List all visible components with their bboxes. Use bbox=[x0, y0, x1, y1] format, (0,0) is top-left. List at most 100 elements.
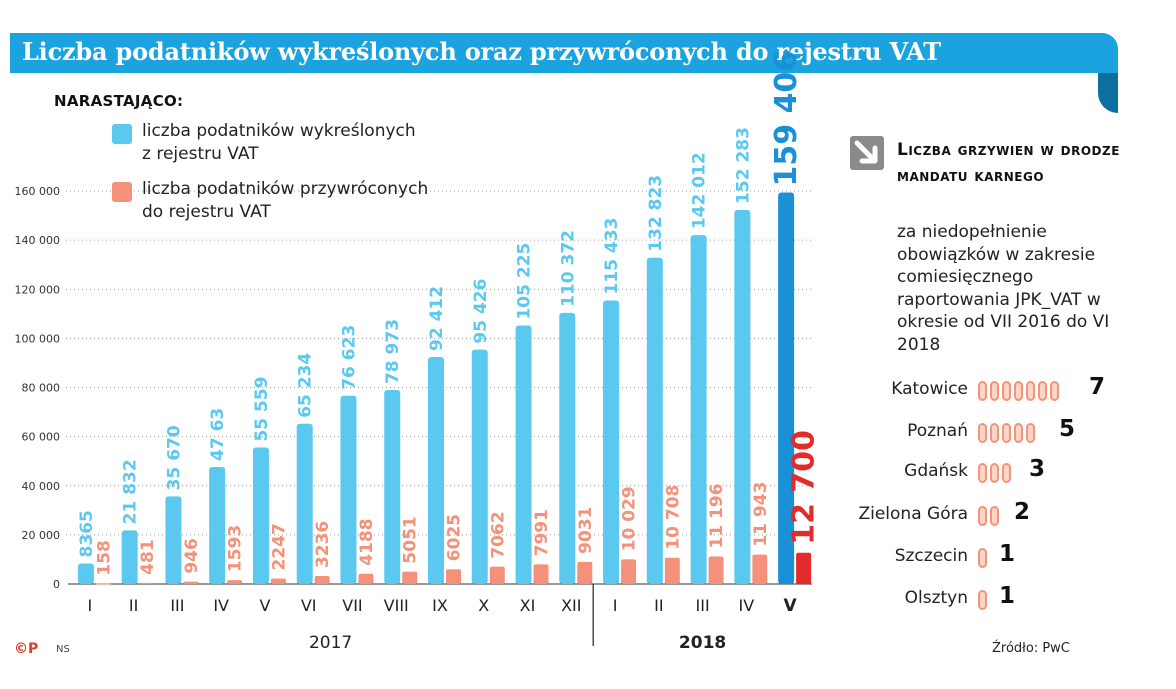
fine-unit bbox=[978, 423, 987, 443]
y-tick-label: 40 000 bbox=[22, 480, 61, 493]
fine-count: 1 bbox=[999, 541, 1016, 567]
data-label-removed: 21 832 bbox=[121, 459, 141, 524]
fine-count: 1 bbox=[999, 583, 1016, 609]
fines-description: za niedopełnienie obowiązków w zakresie … bbox=[897, 222, 1110, 355]
x-tick-label: V bbox=[784, 596, 798, 616]
bar-removed bbox=[690, 235, 707, 584]
city-name: Poznań bbox=[907, 421, 968, 441]
data-label-removed: 159 406 bbox=[769, 51, 804, 187]
fine-unit bbox=[978, 548, 987, 568]
y-tick-label: 140 000 bbox=[15, 234, 61, 247]
data-label-removed: 78 973 bbox=[383, 319, 403, 384]
city-name: Zielona Góra bbox=[858, 504, 968, 524]
x-tick-label: IX bbox=[432, 596, 448, 615]
x-tick-label: VIII bbox=[384, 596, 409, 615]
bar-restored bbox=[796, 552, 812, 584]
y-tick-label: 100 000 bbox=[15, 332, 61, 345]
bar-removed bbox=[471, 349, 488, 584]
x-tick-label: VII bbox=[342, 596, 362, 615]
legend-swatch-restored bbox=[112, 182, 132, 202]
bar-restored bbox=[708, 556, 724, 584]
legend-label-restored: liczba podatników przywróconych do rejes… bbox=[142, 179, 429, 222]
data-label-restored: 7062 bbox=[488, 511, 508, 558]
bar-removed bbox=[559, 312, 576, 584]
legend-label-removed: liczba podatników wykreślonych z rejestr… bbox=[142, 121, 416, 164]
data-label-removed: 8365 bbox=[77, 510, 97, 557]
bar-removed bbox=[603, 300, 620, 584]
fine-unit bbox=[1026, 423, 1035, 443]
bar-restored bbox=[664, 557, 680, 584]
bar-removed bbox=[165, 496, 182, 584]
fine-count-bar bbox=[978, 423, 1038, 445]
x-tick-label: VI bbox=[301, 596, 317, 615]
fine-unit bbox=[990, 423, 999, 443]
data-label-removed: 115 433 bbox=[602, 218, 622, 295]
y-tick-label: 80 000 bbox=[22, 382, 61, 395]
fine-count: 5 bbox=[1059, 416, 1076, 442]
bar-removed bbox=[384, 390, 401, 584]
data-label-restored: 481 bbox=[138, 539, 158, 575]
fine-unit bbox=[1050, 381, 1059, 401]
data-label-restored: 9031 bbox=[576, 506, 596, 553]
data-label-restored: 1593 bbox=[226, 525, 246, 572]
x-tick-label: I bbox=[613, 596, 618, 615]
bar-removed bbox=[428, 357, 444, 584]
title-bar-curl bbox=[1098, 73, 1118, 113]
fine-count-bar bbox=[978, 548, 990, 570]
fine-unit bbox=[978, 590, 987, 610]
data-label-restored: 946 bbox=[182, 538, 202, 574]
data-label-restored: 10 708 bbox=[663, 485, 683, 550]
bar-restored bbox=[489, 566, 505, 584]
fine-unit bbox=[1014, 423, 1023, 443]
data-label-restored: 10 029 bbox=[620, 486, 640, 551]
bar-removed bbox=[734, 209, 751, 584]
bar-removed bbox=[77, 563, 94, 584]
data-label-removed: 47 63 bbox=[208, 408, 228, 461]
x-tick-label: I bbox=[88, 596, 93, 615]
y-tick-label: 60 000 bbox=[22, 431, 61, 444]
fine-count-bar bbox=[978, 506, 1002, 528]
x-tick-label: II bbox=[129, 596, 138, 615]
data-label-removed: 105 225 bbox=[515, 243, 535, 320]
bar-restored bbox=[446, 569, 461, 584]
fine-unit bbox=[1002, 381, 1011, 401]
fine-unit bbox=[990, 506, 999, 526]
data-label-restored: 6025 bbox=[445, 514, 465, 561]
bar-restored bbox=[577, 561, 593, 584]
city-name: Katowice bbox=[891, 379, 968, 399]
bar-removed bbox=[296, 423, 313, 584]
x-tick-label: IV bbox=[739, 596, 755, 615]
bar-restored bbox=[270, 578, 286, 584]
city-name: Olsztyn bbox=[904, 588, 968, 608]
bar-removed bbox=[252, 447, 269, 584]
data-label-restored: 12 700 bbox=[787, 430, 822, 545]
year-label: 2018 bbox=[679, 633, 726, 653]
data-label-restored: 3236 bbox=[313, 521, 333, 568]
bar-restored bbox=[621, 559, 637, 584]
fine-count: 7 bbox=[1089, 374, 1106, 400]
data-label-removed: 152 283 bbox=[733, 127, 753, 204]
fine-unit bbox=[978, 506, 987, 526]
fine-unit bbox=[990, 463, 999, 483]
fine-unit bbox=[1014, 381, 1023, 401]
bar-removed bbox=[340, 395, 357, 584]
x-tick-label: III bbox=[696, 596, 710, 615]
data-label-removed: 35 670 bbox=[164, 425, 184, 490]
bar-removed bbox=[209, 467, 226, 584]
bar-removed bbox=[646, 257, 663, 584]
y-tick-label: 0 bbox=[53, 578, 60, 591]
data-label-removed: 110 372 bbox=[558, 230, 578, 307]
fine-unit bbox=[990, 381, 999, 401]
fine-unit bbox=[1026, 381, 1035, 401]
legend-heading: NARASTAJĄCO: bbox=[54, 92, 184, 110]
bar-removed bbox=[515, 325, 532, 584]
fine-unit bbox=[978, 463, 987, 483]
bar-removed bbox=[121, 530, 138, 584]
data-label-removed: 76 623 bbox=[339, 325, 359, 390]
bar-removed bbox=[778, 192, 795, 584]
fine-count-bar bbox=[978, 590, 990, 612]
y-tick-label: 120 000 bbox=[15, 283, 61, 296]
x-tick-label: X bbox=[478, 596, 489, 615]
data-label-restored: 11 196 bbox=[707, 483, 727, 548]
fine-unit bbox=[1038, 381, 1047, 401]
